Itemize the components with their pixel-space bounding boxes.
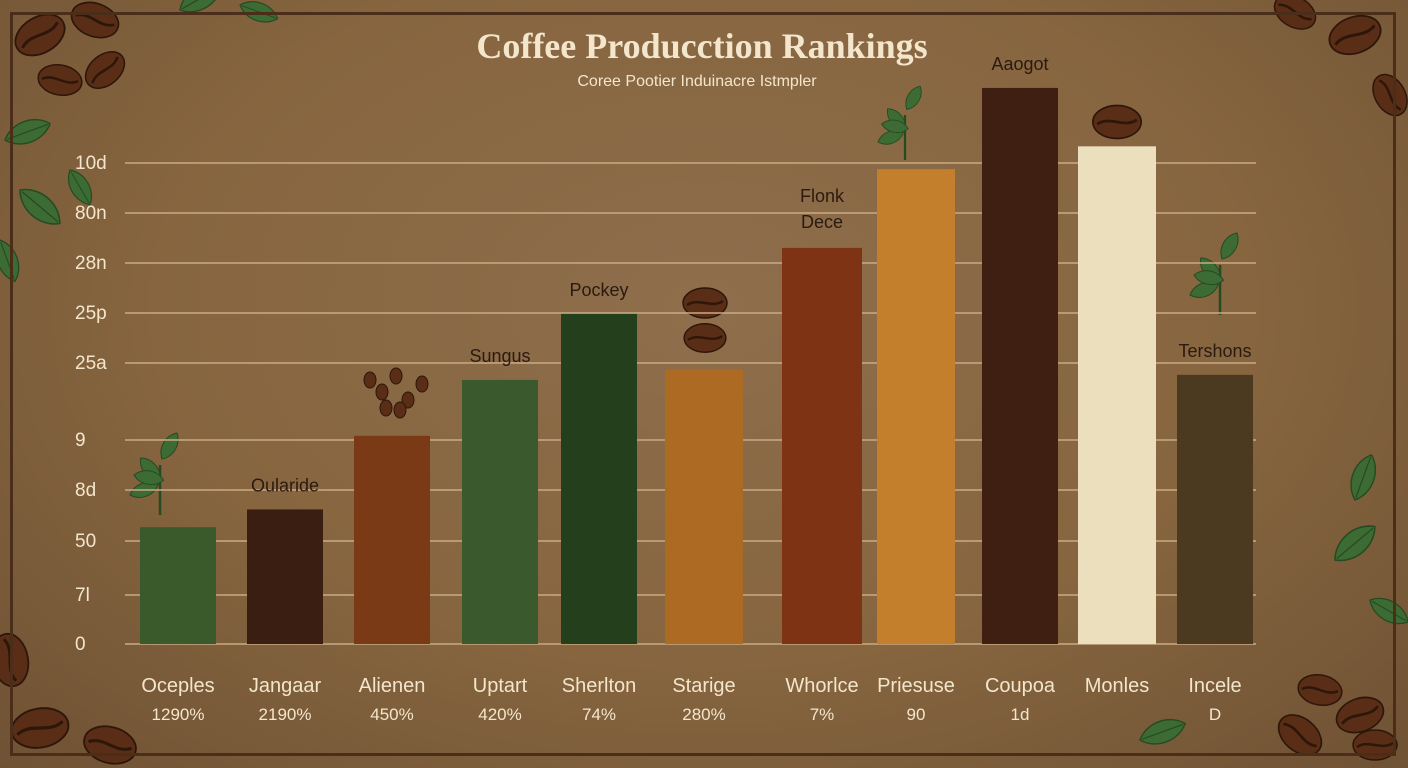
value-label: 7% — [810, 705, 835, 724]
x-category-label: Oceples — [141, 675, 214, 697]
x-category-label: Monles — [1085, 675, 1149, 697]
bar-annotation: Tershons — [1178, 341, 1251, 361]
bar — [354, 435, 430, 644]
leaf-icon — [179, 0, 223, 13]
value-label: 1290% — [152, 705, 205, 724]
bars-layer — [140, 87, 1253, 645]
bar-annotation: Oularide — [251, 475, 319, 495]
coffee-bean-icon — [1328, 14, 1382, 56]
bar — [561, 313, 637, 644]
coffee-bean-icon — [682, 287, 728, 319]
y-tick-label: 10d — [75, 153, 107, 174]
value-label: 420% — [478, 705, 521, 724]
leaf-icon — [19, 188, 61, 225]
bar — [1078, 146, 1156, 644]
y-tick-label: 50 — [75, 531, 96, 552]
y-tick-label: 0 — [75, 634, 86, 655]
bar — [665, 369, 743, 644]
x-category-label: Priesuse — [877, 675, 955, 697]
x-category-label: Coupoa — [985, 675, 1056, 697]
coffee-bean-icon — [84, 51, 126, 89]
coffee-bean-icon — [379, 399, 393, 417]
x-category-label: Sherlton — [562, 675, 637, 697]
sprout-icon — [1189, 232, 1239, 315]
coffee-bean-icon — [375, 383, 389, 401]
y-tick-label: 9 — [75, 430, 86, 451]
coffee-bean-icon — [1091, 104, 1143, 140]
coffee-bean-icon — [683, 323, 727, 353]
bar — [782, 247, 862, 645]
y-tick-label: 28n — [75, 253, 107, 274]
sprout-icon — [877, 85, 922, 160]
bar-annotation: Aaogot — [991, 54, 1048, 74]
value-label: 280% — [682, 705, 725, 724]
y-tick-label: 25a — [75, 353, 107, 374]
coffee-bean-icon — [1335, 696, 1385, 734]
coffee-bean-icon — [1352, 729, 1398, 761]
coffee-bean-icon — [1297, 673, 1343, 707]
coffee-bean-icon — [1273, 0, 1317, 30]
coffee-bean-icon — [1372, 73, 1408, 117]
bar — [247, 509, 323, 644]
bar-annotation: Flonk — [800, 186, 845, 206]
bar — [1177, 374, 1253, 644]
bar-annotation: Sungus — [469, 346, 530, 366]
sprout-icon — [129, 432, 179, 515]
leaf-icon — [1350, 454, 1377, 501]
coffee-bean-icon — [37, 63, 83, 97]
coffee-bean-icon — [415, 375, 429, 393]
leaf-icon — [1139, 718, 1186, 745]
y-tick-label: 8d — [75, 480, 96, 501]
coffee-bean-icon — [83, 725, 137, 765]
y-tick-label: 25p — [75, 303, 107, 324]
y-tick-label: 7l — [75, 585, 90, 606]
value-label: 74% — [582, 705, 616, 724]
value-label: 1d — [1011, 705, 1030, 724]
bar — [140, 527, 216, 644]
coffee-bean-icon — [70, 1, 120, 39]
coffee-bean-icon — [393, 401, 407, 419]
value-label: D — [1209, 705, 1221, 724]
coffee-bean-icon — [14, 13, 66, 57]
bar — [877, 169, 955, 644]
y-tick-label: 80n — [75, 203, 107, 224]
leaf-icon — [4, 118, 51, 145]
coffee-bean-icon — [0, 632, 30, 688]
bar-annotation: Pockey — [569, 280, 628, 300]
value-label: 2190% — [259, 705, 312, 724]
coffee-bean-icon — [401, 391, 415, 409]
x-category-label: Uptart — [473, 675, 528, 697]
bar-annotation: Dece — [801, 212, 843, 232]
chart-title: Coffee Producction Rankings — [476, 26, 927, 66]
leaf-icon — [1334, 525, 1376, 562]
leaf-icon — [68, 169, 92, 206]
value-label: 90 — [907, 705, 926, 724]
coffee-bean-icon — [10, 707, 70, 749]
x-category-label: Alienen — [359, 675, 426, 697]
coffee-bean-icon — [389, 367, 403, 385]
leaf-icon — [0, 239, 20, 283]
x-category-label: Incele — [1188, 675, 1241, 697]
bar — [462, 379, 538, 644]
coffee-bean-icon — [363, 371, 377, 389]
labels-layer: 10d 80n 28n 25p 25a 9 8d 50 7l 0 Oceples 1290% Janga… — [75, 54, 1252, 724]
x-category-label: Starige — [672, 675, 735, 697]
value-label: 450% — [370, 705, 413, 724]
bar — [982, 87, 1058, 645]
leaf-icon — [1369, 597, 1408, 625]
leaf-icon — [239, 1, 279, 23]
coffee-bean-icon — [1277, 714, 1323, 756]
x-category-label: Jangaar — [249, 675, 322, 697]
x-category-label: Whorlce — [785, 675, 858, 697]
chart-subtitle: Coree Pootier Induinacre Istmpler — [577, 73, 817, 90]
